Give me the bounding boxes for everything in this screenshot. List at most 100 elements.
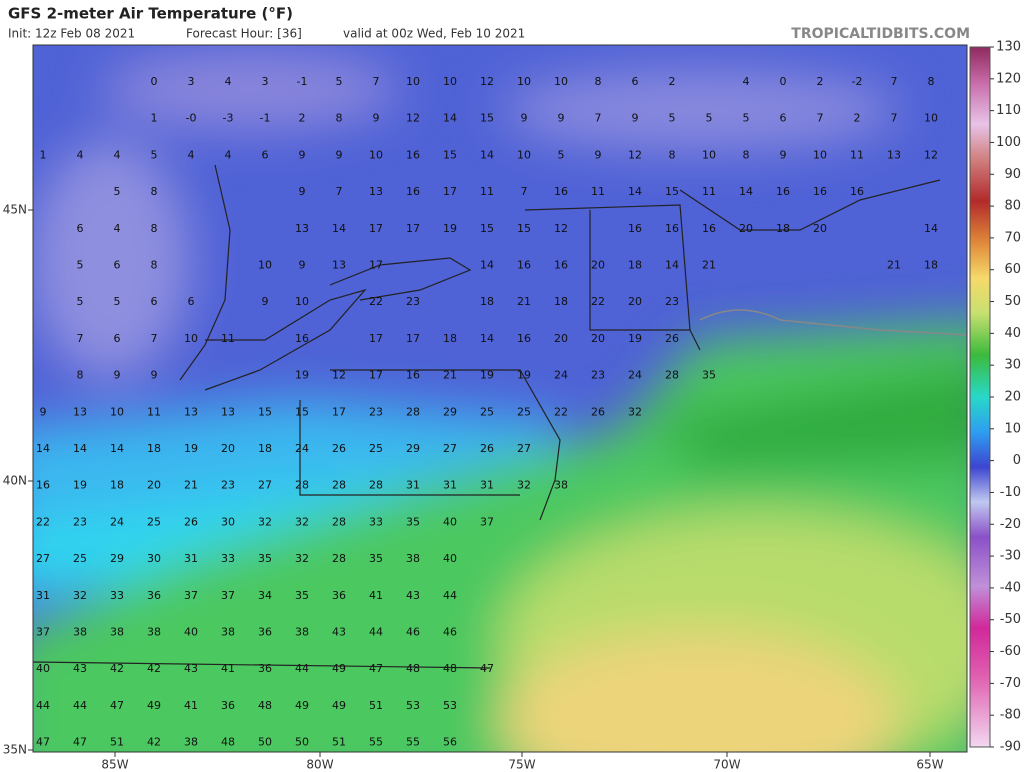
station-value: 9 (40, 405, 47, 418)
station-value: 23 (221, 479, 235, 492)
station-value: 41 (369, 589, 383, 602)
station-value: 18 (924, 259, 938, 272)
station-value: 11 (850, 148, 864, 161)
station-value: 9 (558, 112, 565, 125)
station-value: 44 (295, 662, 309, 675)
station-value: 8 (77, 369, 84, 382)
station-value: 24 (628, 369, 642, 382)
station-value: 28 (332, 515, 346, 528)
station-value: 15 (480, 112, 494, 125)
station-value: 14 (73, 442, 87, 455)
station-value: 19 (295, 369, 309, 382)
station-value: 16 (406, 369, 420, 382)
station-value: 37 (184, 589, 198, 602)
station-value: 18 (776, 222, 790, 235)
station-value: 15 (258, 405, 272, 418)
station-value: 4 (114, 222, 121, 235)
station-value: 40 (443, 552, 457, 565)
station-value: -3 (223, 112, 234, 125)
station-value: 21 (517, 295, 531, 308)
station-value: 5 (151, 148, 158, 161)
station-value: 31 (184, 552, 198, 565)
colorbar-label: -20 (1000, 517, 1021, 532)
station-value: 3 (262, 75, 269, 88)
station-value: 6 (632, 75, 639, 88)
station-value: 4 (188, 148, 195, 161)
station-value: 53 (406, 699, 420, 712)
brand: TROPICALTIDBITS.COM (791, 26, 970, 42)
station-value: 26 (184, 515, 198, 528)
station-value: 15 (517, 222, 531, 235)
station-value: 38 (295, 626, 309, 639)
station-value: 49 (332, 699, 346, 712)
station-value: 36 (258, 662, 272, 675)
station-value: 47 (369, 662, 383, 675)
station-value: 33 (221, 552, 235, 565)
station-value: 6 (114, 259, 121, 272)
station-value: 23 (369, 405, 383, 418)
station-value: 10 (406, 75, 420, 88)
station-value: 43 (184, 662, 198, 675)
station-value: 13 (184, 405, 198, 418)
station-value: 23 (591, 369, 605, 382)
station-value: 7 (595, 112, 602, 125)
station-value: 14 (480, 259, 494, 272)
colorbar-label: -60 (1000, 644, 1021, 659)
station-value: 22 (591, 295, 605, 308)
station-value: 26 (591, 405, 605, 418)
station-value: 4 (743, 75, 750, 88)
station-value: 9 (595, 148, 602, 161)
station-value: 18 (110, 479, 124, 492)
station-value: 26 (332, 442, 346, 455)
station-value: 56 (443, 736, 457, 749)
station-value: 15 (480, 222, 494, 235)
station-value: 6 (114, 332, 121, 345)
station-value: 10 (443, 75, 457, 88)
station-value: 17 (369, 332, 383, 345)
station-value: 14 (480, 332, 494, 345)
station-value: 55 (406, 736, 420, 749)
station-value: 43 (73, 662, 87, 675)
station-value: 27 (443, 442, 457, 455)
station-value: 17 (369, 259, 383, 272)
station-value: 5 (114, 295, 121, 308)
lat-label: 35N (3, 743, 27, 757)
station-value: 16 (665, 222, 679, 235)
station-value: 27 (36, 552, 50, 565)
station-value: 49 (332, 662, 346, 675)
station-value: 7 (891, 75, 898, 88)
station-value: 18 (554, 295, 568, 308)
station-value: 2 (817, 75, 824, 88)
station-value: 31 (36, 589, 50, 602)
station-value: 21 (887, 259, 901, 272)
station-value: 7 (891, 112, 898, 125)
station-value: 16 (628, 222, 642, 235)
station-value: 27 (517, 442, 531, 455)
station-value: 19 (517, 369, 531, 382)
station-value: 1 (151, 112, 158, 125)
station-value: 50 (295, 736, 309, 749)
station-value: 14 (628, 185, 642, 198)
station-value: 28 (332, 552, 346, 565)
colorbar-label: -70 (1000, 676, 1021, 691)
station-value: 21 (184, 479, 198, 492)
colorbar-label: -50 (1000, 612, 1021, 627)
init: Init: 12z Feb 08 2021 (8, 27, 135, 41)
station-value: 16 (517, 332, 531, 345)
map-frame (32, 44, 968, 753)
station-value: 48 (406, 662, 420, 675)
station-value: 19 (184, 442, 198, 455)
station-value: 9 (632, 112, 639, 125)
station-value: 30 (221, 515, 235, 528)
station-value: 5 (743, 112, 750, 125)
station-value: 43 (332, 626, 346, 639)
station-value: 7 (817, 112, 824, 125)
station-value: 32 (628, 405, 642, 418)
station-value: 19 (480, 369, 494, 382)
station-value: 18 (628, 259, 642, 272)
title: GFS 2-meter Air Temperature (°F) (8, 5, 293, 23)
colorbar (969, 46, 991, 748)
station-value: 36 (147, 589, 161, 602)
station-value: 20 (591, 259, 605, 272)
